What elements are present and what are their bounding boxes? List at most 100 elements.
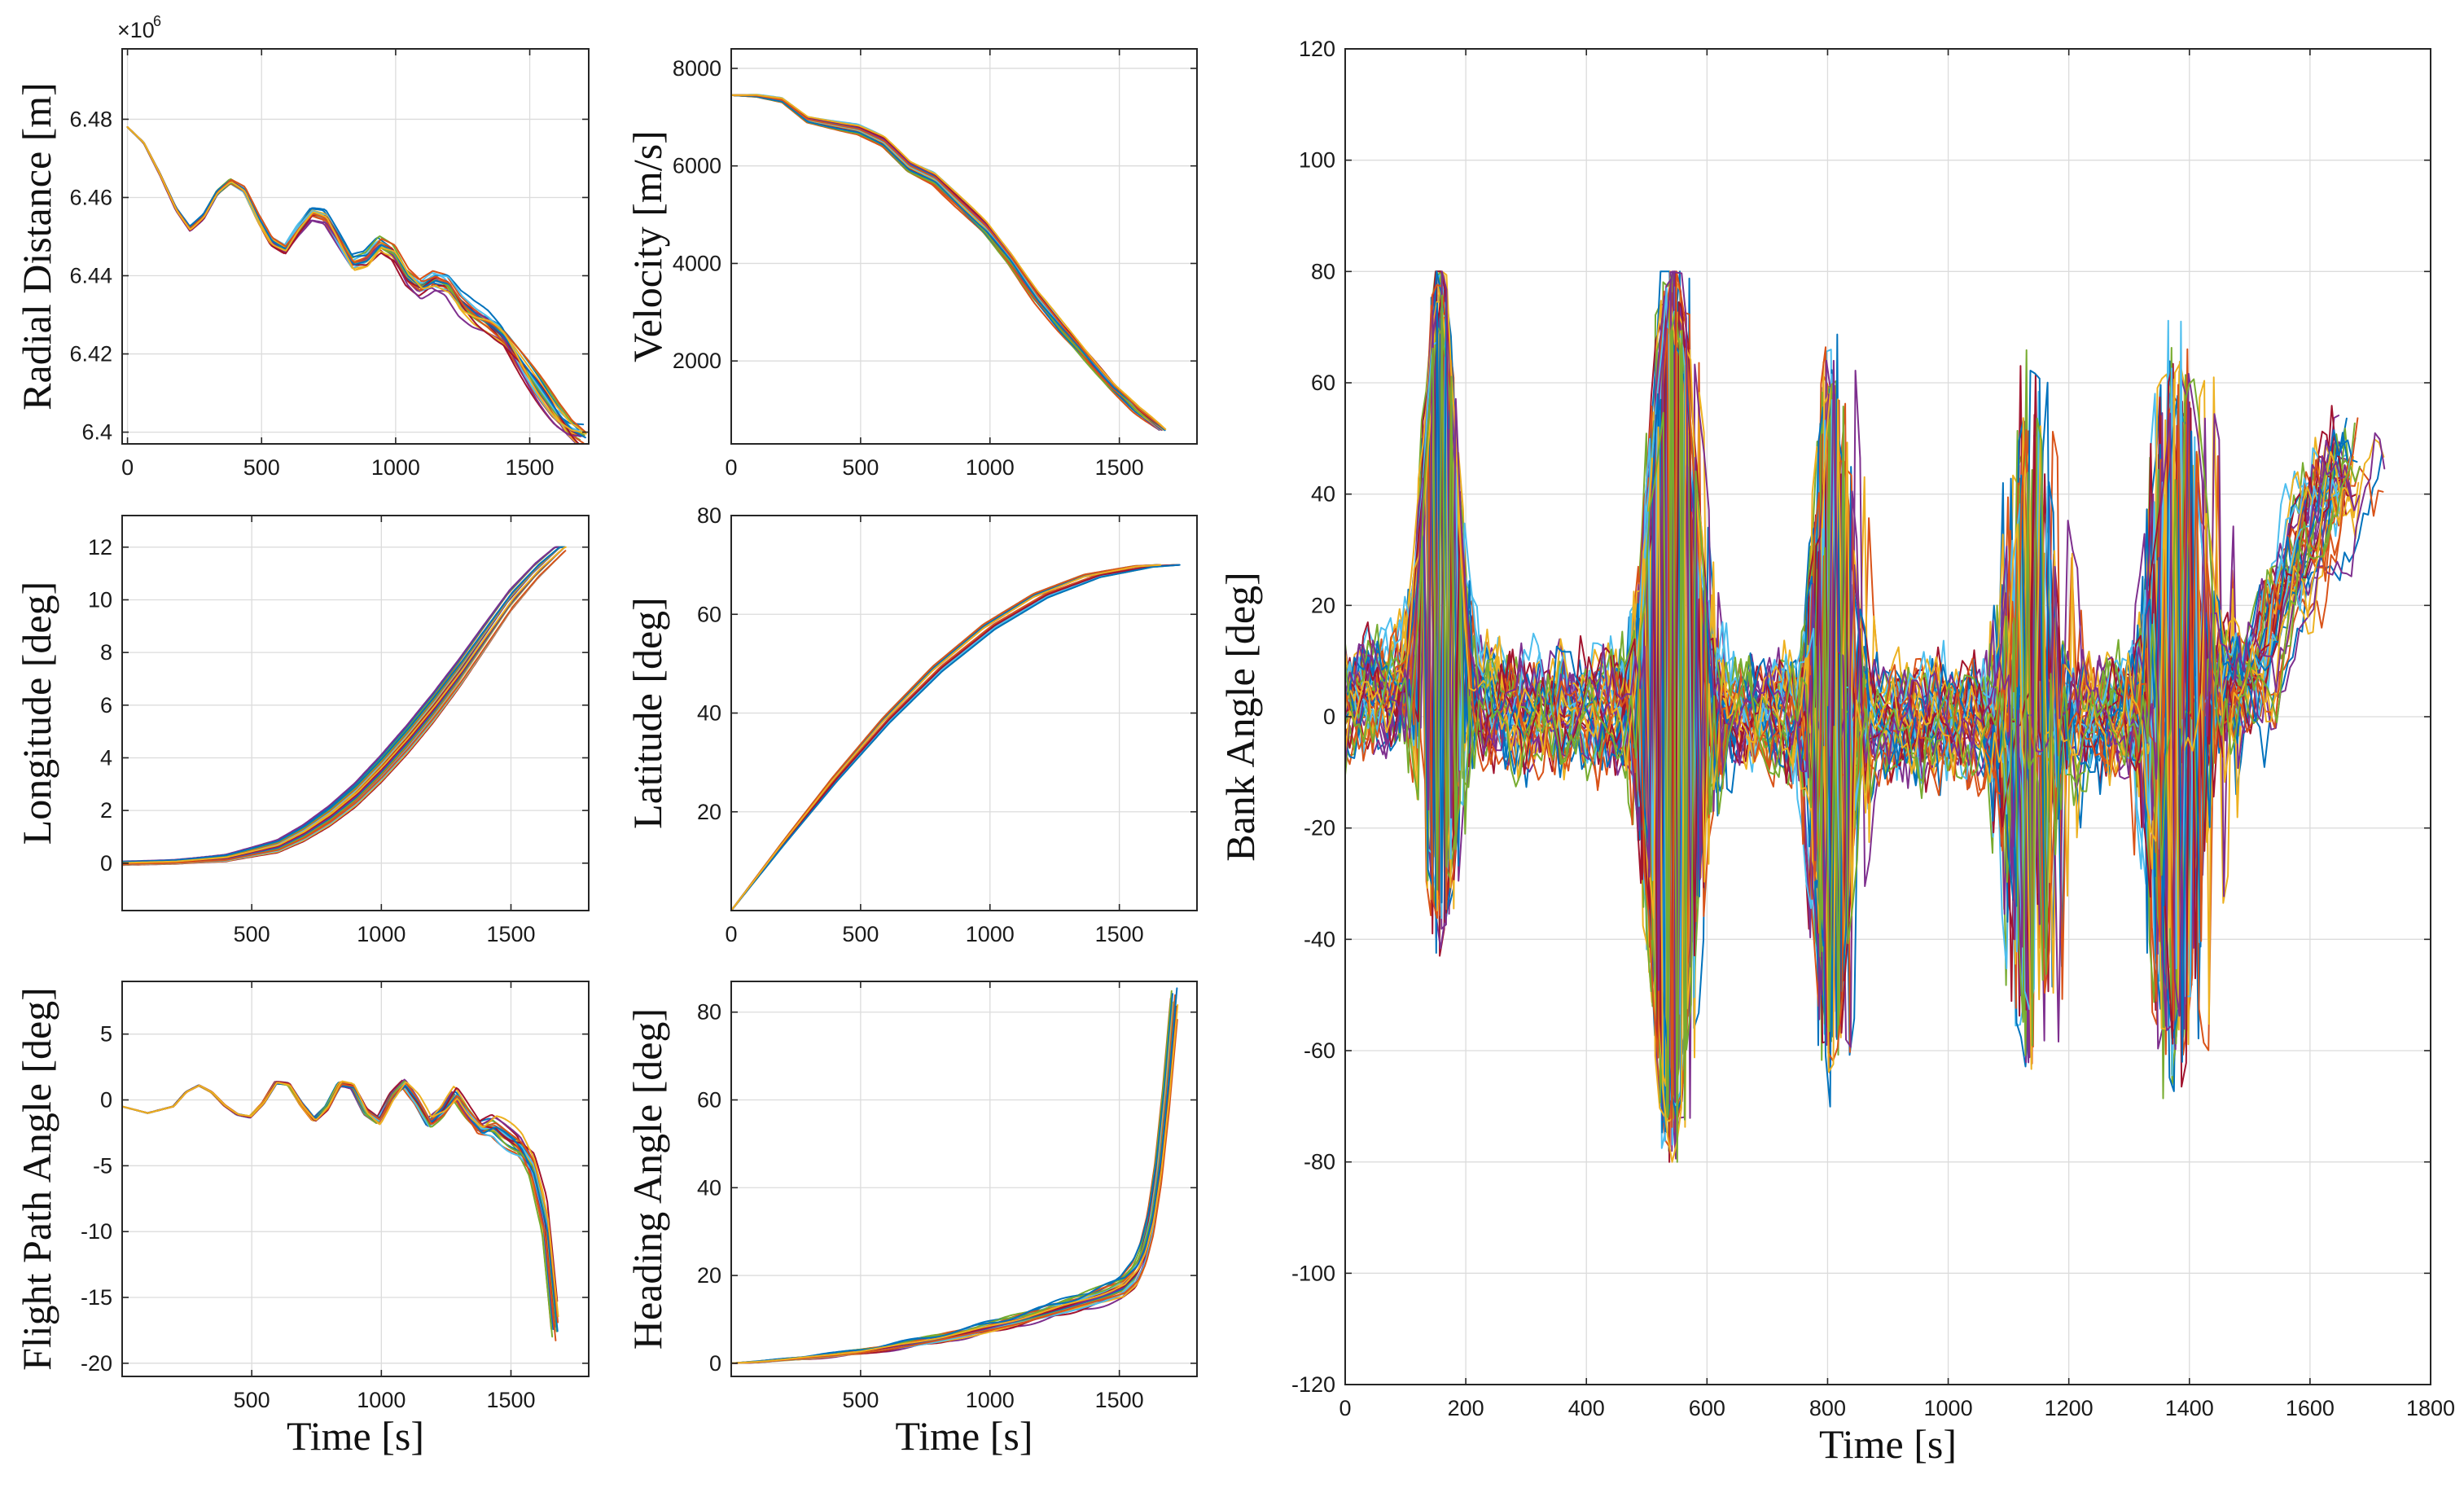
y-tick-label: 80	[697, 503, 721, 528]
x-tick-label: 1200	[2045, 1396, 2094, 1420]
series-group	[731, 94, 1167, 432]
y-tick-label: 60	[1311, 371, 1335, 395]
plot-area	[122, 49, 589, 444]
y-axis-label: Longitude [deg]	[14, 582, 59, 845]
x-tick-label: 1000	[1924, 1396, 1973, 1420]
series-line	[731, 94, 1166, 430]
x-tick-label: 500	[243, 455, 280, 480]
axes-frame	[121, 981, 590, 1377]
axes-frame	[730, 981, 1198, 1377]
y-tick-label: 6.4	[81, 420, 112, 445]
x-tick-label: 0	[725, 455, 737, 480]
plot-area	[731, 981, 1197, 1376]
y-tick-label: 20	[1311, 593, 1335, 617]
x-tick-label: 1600	[2286, 1396, 2335, 1420]
y-axis-label: Latitude [deg]	[625, 597, 670, 829]
plot-area	[731, 49, 1197, 444]
x-tick-label: 1500	[1095, 455, 1144, 480]
series-line	[1345, 270, 2359, 1128]
panel-latitude: 0 500 1000 1500 20 40 60 80 Latitude [deg]	[625, 503, 1198, 946]
series-group	[122, 1078, 559, 1341]
y-tick-label: 20	[697, 800, 721, 824]
y-tick-label: 6.44	[69, 264, 112, 288]
y-axis-label: Flight Path Angle [deg]	[14, 987, 59, 1371]
y-tick-label: 40	[697, 701, 721, 726]
y-axis-label: Radial Distance [m]	[14, 82, 59, 410]
y-tick-label: -120	[1291, 1372, 1335, 1397]
x-tick-label: 500	[234, 922, 270, 946]
panel-heading: 500 1000 1500 0 20 40 60 80 Heading Angle [deg] T…	[625, 981, 1198, 1459]
y-tick-label: 0	[100, 851, 112, 876]
series-line	[126, 126, 587, 435]
y-tick-label: 20	[697, 1263, 721, 1288]
series-line	[731, 1003, 1179, 1364]
y-tick-label: 40	[697, 1175, 721, 1200]
x-tick-label: 1000	[357, 922, 406, 946]
y-tick-label: -80	[1304, 1150, 1335, 1174]
y-tick-label: 4	[100, 745, 112, 770]
panel-bank: 0 200 400 600 800 1000 1200 1400 1600 1800-120-10…	[1217, 37, 2455, 1467]
axes-frame	[121, 515, 590, 911]
y-tick-label: 0	[1323, 704, 1335, 729]
x-tick-label: 1400	[2165, 1396, 2214, 1420]
x-tick-label: 1800	[2406, 1396, 2455, 1420]
y-tick-label: 10	[88, 587, 112, 612]
y-tick-label: -100	[1291, 1261, 1335, 1285]
series-line	[1345, 282, 2354, 1133]
axes-frame	[730, 48, 1198, 445]
x-tick-label: 500	[842, 455, 879, 480]
y-tick-label: 0	[100, 1088, 112, 1113]
axes-frame	[121, 48, 590, 445]
series-group	[1345, 270, 2386, 1163]
x-tick-label: 400	[1568, 1396, 1605, 1420]
y-exponent: ×10	[117, 18, 155, 42]
y-tick-label: 6000	[673, 154, 721, 178]
x-tick-label: 1500	[1095, 1388, 1144, 1412]
y-tick-label: -20	[1304, 816, 1335, 841]
series-line	[122, 546, 567, 864]
y-tick-label: -20	[81, 1351, 112, 1376]
series-line	[731, 564, 1181, 911]
y-tick-label: 120	[1299, 37, 1335, 61]
x-tick-label: 0	[725, 922, 737, 946]
y-tick-label: -15	[81, 1285, 112, 1310]
plot-area	[122, 516, 589, 911]
panel-flight_path: 500 1000 1500 -20 -15 -10 -5 0 5 Flight Path Angl…	[14, 981, 590, 1459]
x-tick-label: 500	[234, 1388, 270, 1412]
y-tick-label: 6.46	[69, 185, 112, 209]
series-group	[731, 564, 1181, 911]
series-line	[1345, 270, 2357, 1088]
x-tick-label: 500	[842, 922, 879, 946]
x-tick-label: 1500	[506, 455, 555, 480]
y-tick-label: 4000	[673, 251, 721, 275]
series-line	[731, 94, 1166, 432]
x-axis-label: Time [s]	[287, 1413, 424, 1459]
y-tick-label: 6.48	[69, 107, 112, 131]
y-tick-label: -5	[93, 1153, 112, 1178]
y-tick-label: 0	[709, 1351, 721, 1376]
x-axis-label: Time [s]	[1819, 1421, 1957, 1467]
y-tick-label: 40	[1311, 482, 1335, 507]
y-tick-label: 8	[100, 640, 112, 665]
y-tick-label: 6	[100, 693, 112, 718]
series-group	[126, 126, 587, 444]
panel-radial: 0 500 1000 1500 6.4 6.42 6.44 6.46 6.48 ×106 Radia…	[14, 13, 590, 480]
y-tick-label: 80	[1311, 259, 1335, 283]
x-tick-label: 1500	[486, 922, 535, 946]
x-tick-label: 1000	[966, 922, 1015, 946]
y-tick-label: 6.42	[69, 342, 112, 367]
panel-longitude: 500 1000 1500 0 2 4 6 8 10 12 Longitude [deg]	[14, 515, 590, 946]
x-tick-label: 1000	[357, 1388, 406, 1412]
x-tick-label: 600	[1689, 1396, 1725, 1420]
x-axis-label: Time [s]	[895, 1413, 1033, 1459]
series-line	[731, 94, 1167, 430]
y-tick-label: -60	[1304, 1038, 1335, 1063]
y-tick-label: 2	[100, 798, 112, 823]
x-tick-label: 200	[1448, 1396, 1484, 1420]
series-line	[731, 1019, 1178, 1364]
y-tick-label: 100	[1299, 148, 1335, 173]
series-line	[731, 564, 1181, 911]
y-tick-label: 5	[100, 1022, 112, 1047]
panel-velocity: 0 500 1000 1500 2000 4000 6000 8000 Velocity [m/…	[625, 48, 1198, 480]
